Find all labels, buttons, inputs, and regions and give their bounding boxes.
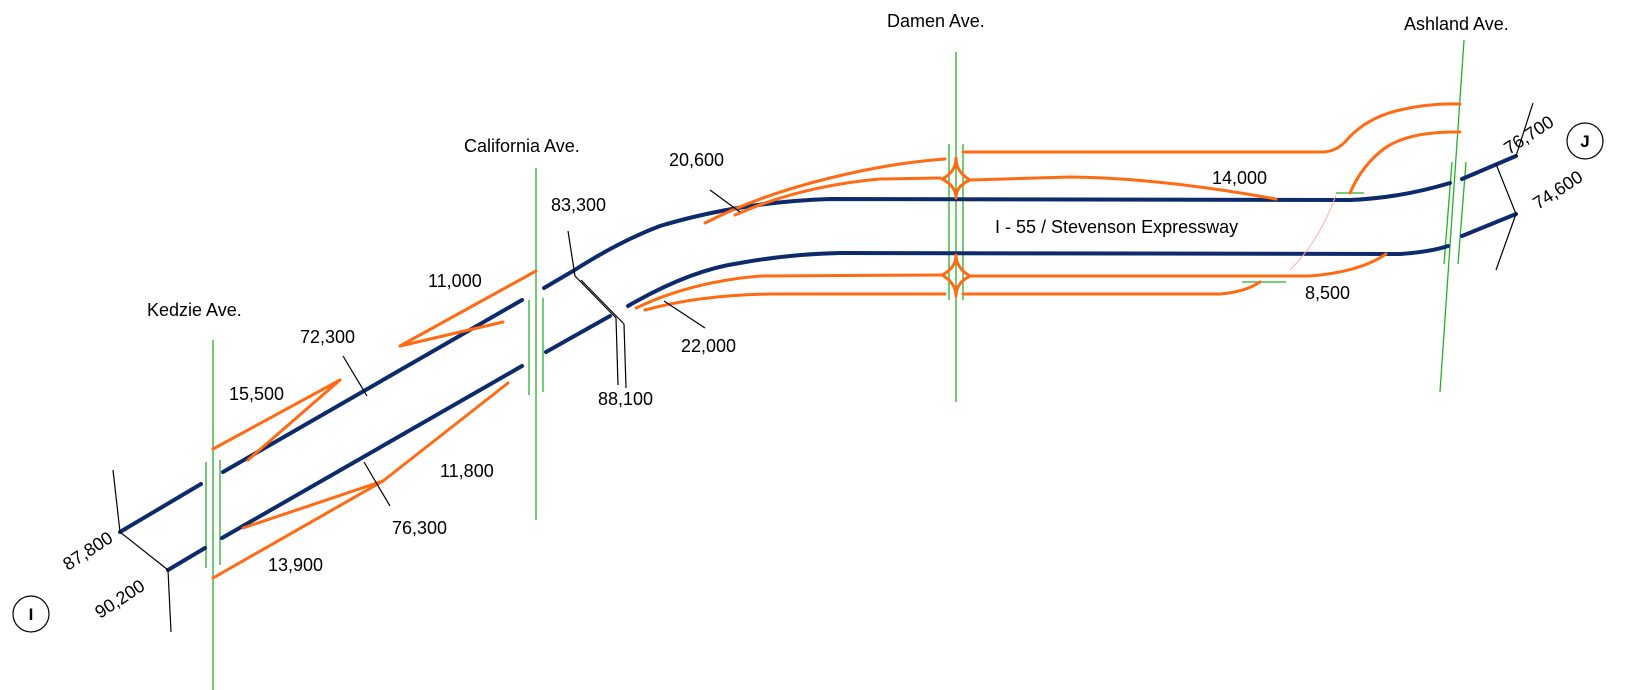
node-marker-end: J [1566, 122, 1604, 160]
damen-on-ramp-eb-outer [703, 157, 947, 225]
volume-76300: 76,300 [392, 518, 447, 538]
california-off-ramp-eb [398, 269, 538, 348]
damen-on-ramp-eb-inner [733, 176, 942, 217]
volume-87800: 87,800 [59, 528, 116, 575]
ashland-off-ramp-eb [1348, 130, 1462, 195]
node-label-end: J [1580, 132, 1589, 151]
mainline [118, 154, 1518, 572]
cross-streets [205, 39, 1467, 690]
node-marker-start: I [12, 595, 50, 633]
kedzie-off-ramp-wb-diverge [241, 479, 385, 530]
leader-83300-b [574, 275, 617, 319]
damen-off-ramp-wb-outer [643, 292, 947, 312]
east-boundary-tick-top [1515, 102, 1534, 157]
leader-76300 [363, 461, 391, 507]
ashland-off-ramp-eb-inner [968, 175, 1278, 201]
damen-cd-road-wb [968, 252, 1388, 278]
ashland-connector [1289, 194, 1337, 271]
leader-88100 [615, 317, 619, 386]
volume-14000: 14,000 [1212, 168, 1267, 188]
mainline-westbound [166, 212, 1518, 572]
street-label-ashland: Ashland Ave. [1404, 14, 1509, 34]
leader-72300 [342, 355, 368, 397]
volume-22000: 22,000 [681, 336, 736, 356]
kedzie-off-ramp-wb [211, 479, 385, 580]
volume-88100: 88,100 [598, 389, 653, 409]
leader-83300-c [580, 279, 625, 325]
volume-72300: 72,300 [300, 327, 355, 347]
east-boundary-tick-mid [1495, 163, 1517, 215]
kedzie-on-ramp-eb-merge [246, 378, 342, 462]
west-boundary-tick-top [112, 469, 121, 533]
volume-8500: 8,500 [1305, 283, 1350, 303]
node-label-start: I [29, 605, 34, 624]
volume-leaders [112, 102, 1534, 633]
ramps [211, 102, 1462, 580]
leader-22000 [663, 300, 706, 329]
west-boundary-tick-tail [167, 569, 172, 633]
california-off-ramp-eb-diverge [398, 320, 505, 348]
volume-74600: 74,600 [1529, 167, 1586, 214]
volume-11800: 11,800 [440, 461, 494, 481]
street-label-california: California Ave. [464, 136, 580, 156]
leader-88100-b [623, 323, 627, 389]
volume-15500: 15,500 [229, 384, 284, 404]
mainline-eastbound [118, 154, 1518, 534]
california-on-ramp-wb [381, 381, 510, 483]
volume-13900: 13,900 [268, 555, 323, 575]
leader-20600 [709, 189, 741, 213]
leader-83300 [567, 230, 576, 277]
damen-cd-road-eb [961, 102, 1462, 154]
volume-76700: 76,700 [1500, 112, 1557, 159]
damen-off-ramp-wb-inner [634, 273, 944, 310]
highway-label: I - 55 / Stevenson Expressway [995, 217, 1238, 237]
volume-11000: 11,000 [428, 271, 482, 291]
street-label-damen: Damen Ave. [887, 11, 985, 31]
volume-83300: 83,300 [551, 195, 606, 215]
kedzie-on-ramp-eb [211, 378, 342, 451]
volume-90200: 90,200 [91, 576, 148, 623]
east-boundary-tick-bottom [1495, 213, 1517, 271]
ashland-street-line [1439, 39, 1465, 393]
volume-20600: 20,600 [669, 150, 724, 170]
ashland-on-ramp-wb [961, 280, 1262, 296]
west-boundary-tick-bottom [119, 531, 169, 571]
street-label-kedzie: Kedzie Ave. [147, 300, 242, 320]
